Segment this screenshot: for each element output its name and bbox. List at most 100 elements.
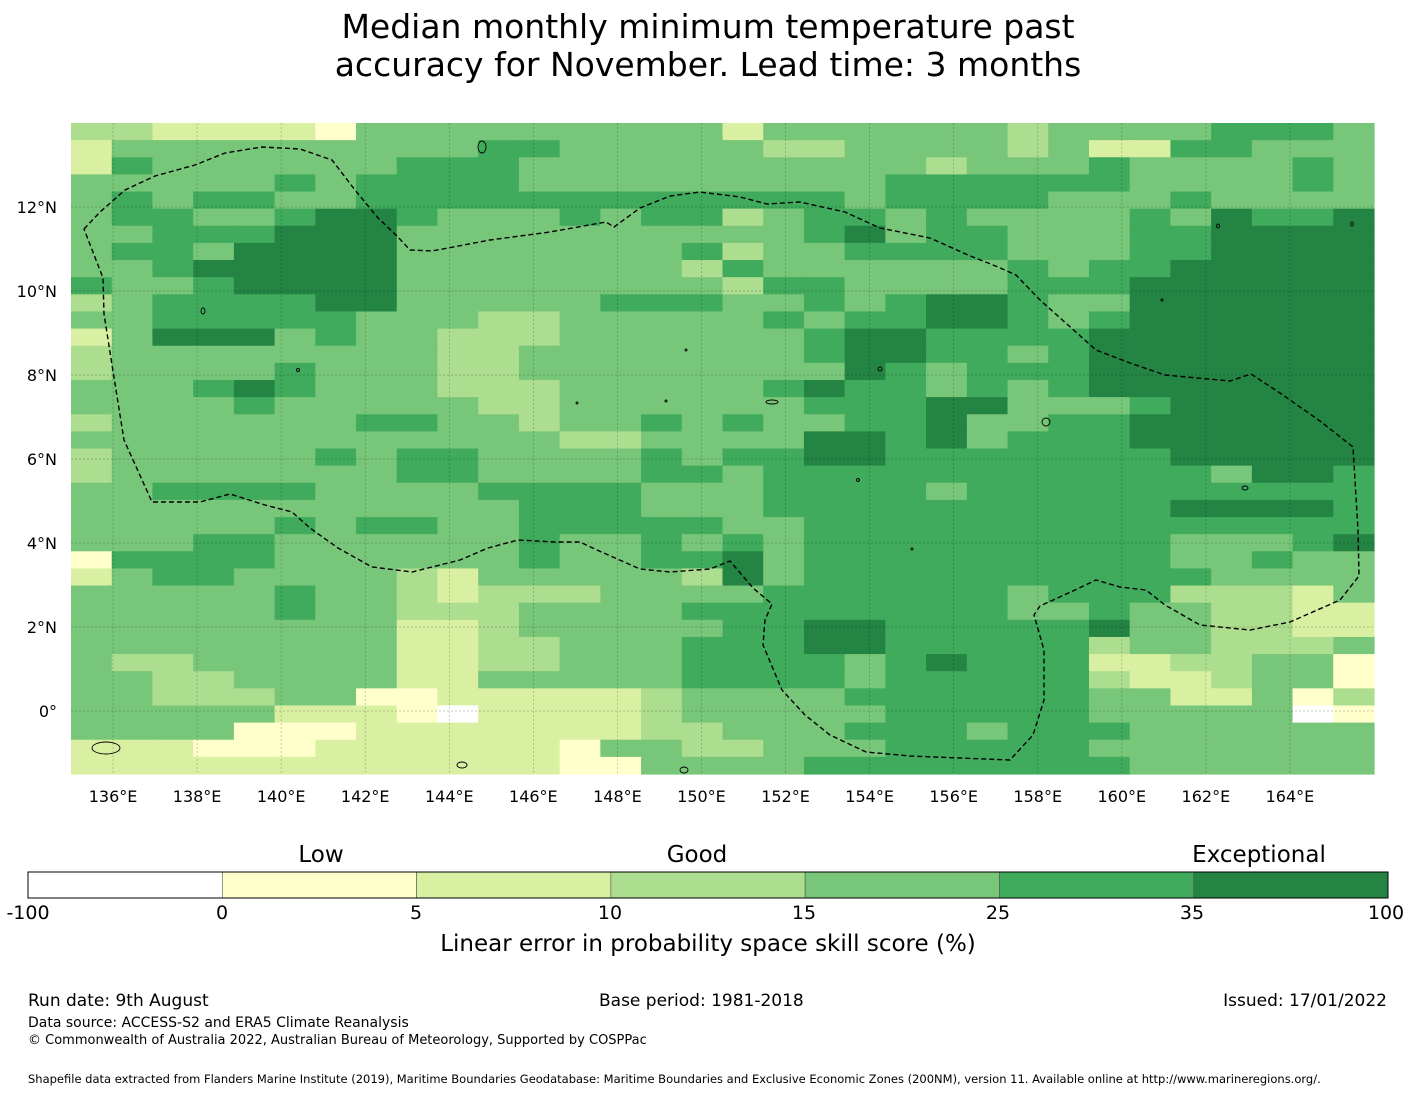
grid-cell bbox=[274, 448, 316, 467]
grid-cell bbox=[844, 465, 886, 484]
grid-cell bbox=[478, 414, 520, 432]
grid-cell bbox=[152, 208, 194, 227]
grid-cell bbox=[1211, 379, 1253, 398]
grid-cell bbox=[274, 328, 316, 347]
grid-cell bbox=[315, 414, 357, 432]
grid-cell bbox=[641, 739, 683, 758]
grid-cell bbox=[478, 242, 520, 261]
grid-cell bbox=[966, 242, 1009, 261]
grid-cell bbox=[1251, 602, 1294, 621]
grid-cell bbox=[1251, 345, 1294, 364]
grid-cell bbox=[844, 739, 886, 758]
grid-cell bbox=[152, 225, 194, 244]
grid-cell bbox=[966, 397, 1009, 415]
grid-cell bbox=[722, 619, 764, 638]
grid-cell bbox=[600, 242, 642, 261]
grid-cell bbox=[437, 191, 479, 210]
grid-cell bbox=[885, 431, 927, 450]
grid-cell bbox=[966, 499, 1009, 518]
grid-cell bbox=[641, 654, 683, 672]
grid-cell bbox=[641, 242, 683, 261]
grid-cell bbox=[1333, 448, 1375, 467]
grid-cell bbox=[1088, 345, 1131, 364]
grid-cell bbox=[152, 174, 194, 193]
grid-cell bbox=[681, 311, 724, 330]
grid-cell bbox=[926, 431, 968, 450]
grid-cell bbox=[803, 482, 846, 501]
grid-cell bbox=[1048, 568, 1090, 587]
grid-cell bbox=[1333, 225, 1375, 244]
grid-cell bbox=[437, 602, 479, 621]
grid-cell bbox=[1251, 260, 1294, 278]
grid-cell bbox=[233, 328, 276, 347]
grid-cell bbox=[885, 157, 927, 175]
grid-cell bbox=[722, 705, 764, 724]
grid-cell bbox=[274, 157, 316, 175]
grid-cell bbox=[152, 722, 194, 741]
longitude-label: 146°E bbox=[509, 787, 558, 806]
grid-cell bbox=[111, 551, 154, 570]
grid-cell bbox=[396, 123, 439, 141]
grid-cell bbox=[681, 397, 724, 415]
grid-cell bbox=[193, 225, 235, 244]
grid-cell bbox=[641, 260, 683, 278]
grid-cell bbox=[1251, 397, 1294, 415]
grid-cell bbox=[518, 482, 561, 501]
grid-cell bbox=[274, 671, 316, 689]
grid-cell bbox=[559, 157, 601, 175]
grid-cell bbox=[478, 568, 520, 587]
grid-cell bbox=[1292, 551, 1334, 570]
grid-cell bbox=[315, 345, 357, 364]
island-outline bbox=[856, 478, 860, 482]
island-outline bbox=[684, 348, 688, 352]
grid-cell bbox=[1048, 140, 1090, 158]
grid-cell bbox=[274, 379, 316, 398]
grid-cell bbox=[722, 328, 764, 347]
grid-cell bbox=[356, 585, 398, 604]
grid-cell bbox=[518, 551, 561, 570]
grid-cell bbox=[1333, 534, 1375, 552]
grid-cell bbox=[518, 534, 561, 552]
grid-cell bbox=[1007, 345, 1049, 364]
grid-cell bbox=[1251, 722, 1294, 741]
grid-cell bbox=[763, 671, 805, 689]
grid-cell bbox=[233, 311, 276, 330]
grid-cell bbox=[1333, 345, 1375, 364]
grid-cell bbox=[1007, 619, 1049, 638]
colorbar-tick: 5 bbox=[409, 902, 423, 924]
grid-cell bbox=[315, 277, 357, 295]
grid-cell bbox=[559, 260, 601, 278]
grid-cell bbox=[763, 568, 805, 587]
grid-cell bbox=[966, 654, 1009, 672]
grid-cell bbox=[1251, 174, 1294, 193]
grid-cell bbox=[396, 448, 439, 467]
grid-cell bbox=[966, 225, 1009, 244]
grid-cell bbox=[71, 499, 113, 518]
grid-cell bbox=[111, 465, 154, 484]
grid-cell bbox=[926, 671, 968, 689]
latitude-label: 12°N bbox=[17, 198, 57, 217]
grid-cell bbox=[966, 705, 1009, 724]
grid-cell bbox=[1129, 585, 1172, 604]
grid-cell bbox=[1211, 739, 1253, 758]
grid-cell bbox=[1251, 499, 1294, 518]
grid-cell bbox=[152, 157, 194, 175]
grid-cell bbox=[600, 671, 642, 689]
grid-cell bbox=[1007, 174, 1049, 193]
grid-cell bbox=[71, 225, 113, 244]
longitude-label: 150°E bbox=[677, 787, 726, 806]
grid-cell bbox=[844, 362, 886, 381]
grid-cell bbox=[763, 739, 805, 758]
grid-cell bbox=[111, 191, 154, 210]
grid-cell bbox=[641, 602, 683, 621]
grid-cell bbox=[274, 431, 316, 450]
grid-cell bbox=[803, 619, 846, 638]
grid-cell bbox=[844, 140, 886, 158]
grid-cell bbox=[315, 328, 357, 347]
island-outline bbox=[296, 368, 300, 372]
grid-cell bbox=[600, 739, 642, 758]
grid-cell bbox=[1129, 739, 1172, 758]
latitude-label: 6°N bbox=[27, 450, 57, 469]
grid-cell bbox=[1211, 123, 1253, 141]
grid-cell bbox=[600, 379, 642, 398]
